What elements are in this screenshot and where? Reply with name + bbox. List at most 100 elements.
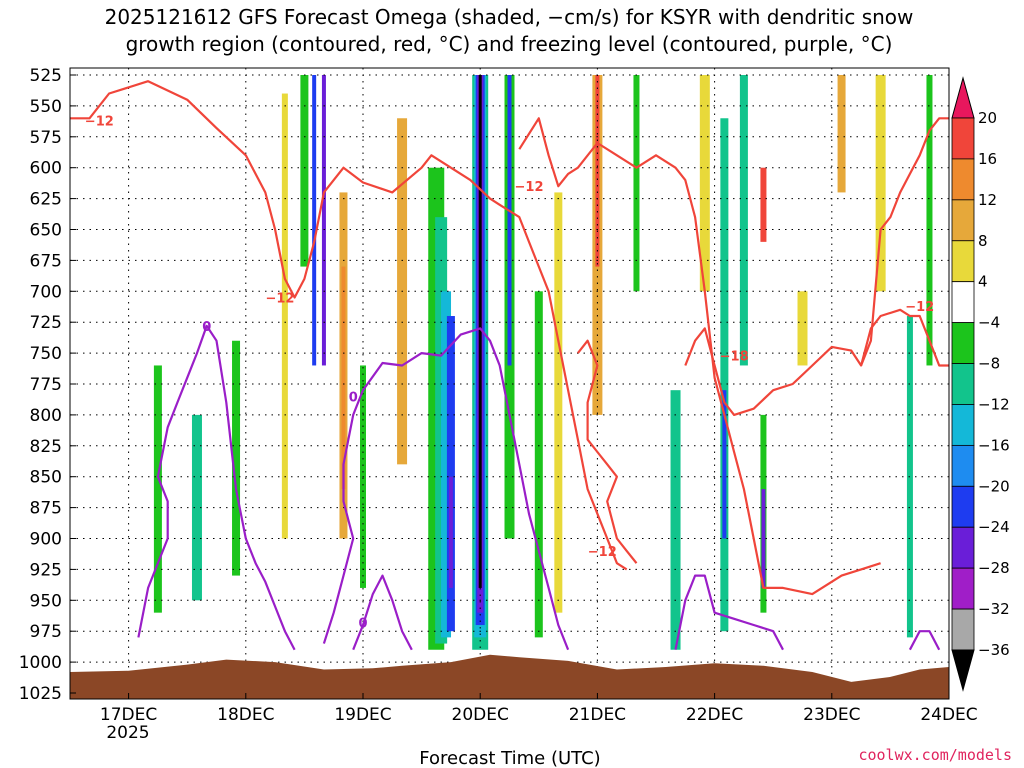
colorbar-tick-label: −8 bbox=[978, 355, 1000, 373]
y-tick-label: 925 bbox=[30, 560, 62, 580]
colorbar-tick-label: −20 bbox=[978, 477, 1010, 495]
dgz-contour-label: −18 bbox=[720, 350, 749, 365]
y-tick-label: 1000 bbox=[19, 653, 62, 673]
freezing-contour bbox=[322, 327, 570, 651]
x-tick-label: 21DEC bbox=[569, 705, 626, 725]
colorbar-tick-label: 12 bbox=[978, 191, 997, 209]
colorbar-swatch bbox=[951, 404, 975, 446]
y-tick-label: 825 bbox=[30, 437, 62, 457]
colorbar-swatch bbox=[951, 608, 975, 651]
colorbar-swatch bbox=[951, 567, 975, 610]
colorbar-tick-label: 8 bbox=[978, 232, 988, 250]
y-tick-label: 575 bbox=[30, 128, 62, 148]
omega-column bbox=[312, 75, 317, 366]
colorbar-swatch bbox=[951, 199, 975, 242]
colorbar-tick-label: −28 bbox=[978, 559, 1010, 577]
colorbar-swatch bbox=[951, 240, 975, 283]
omega-column bbox=[441, 291, 452, 638]
colorbar-tick-label: −12 bbox=[978, 395, 1010, 413]
dgz-contour-label: −12 bbox=[905, 300, 934, 315]
colorbar-swatch bbox=[951, 117, 975, 160]
x-tick-label: 17DEC bbox=[100, 705, 157, 725]
colorbar-top-arrow bbox=[951, 76, 975, 119]
dgz-contour-label: −12 bbox=[515, 180, 544, 195]
freezing-contour bbox=[908, 630, 941, 651]
freezing-contour-label: 0 bbox=[358, 617, 367, 632]
omega-column bbox=[926, 75, 933, 366]
colorbar-tick-label: 16 bbox=[978, 150, 997, 168]
omega-column bbox=[761, 489, 766, 588]
omega-column bbox=[670, 390, 681, 650]
freezing-contour-label: 0 bbox=[202, 320, 211, 335]
colorbar-tick-label: −36 bbox=[978, 641, 1010, 659]
omega-column bbox=[554, 192, 563, 613]
dgz-contour bbox=[577, 339, 638, 564]
freezing-contour bbox=[137, 324, 296, 651]
y-tick-label: 1025 bbox=[19, 684, 62, 704]
omega-column bbox=[321, 75, 326, 366]
dgz-contours: −12 −12 −12 −18 −12 −12 bbox=[70, 80, 949, 596]
omega-column bbox=[595, 75, 600, 267]
dgz-contour bbox=[684, 117, 949, 416]
y-tick-label: 700 bbox=[30, 282, 62, 302]
freezing-contour bbox=[352, 574, 413, 651]
colorbar-tick-label: 20 bbox=[978, 109, 997, 127]
colorbar: 20 16 12 8 4 −4 −8 −12 −16 −20 −24 −28 −32 −36 bbox=[951, 76, 1010, 692]
omega-column bbox=[739, 75, 748, 366]
x-tick-label: 18DEC bbox=[217, 705, 274, 725]
omega-column bbox=[153, 365, 162, 613]
x-tick-label: 24DEC bbox=[920, 705, 977, 725]
omega-column bbox=[837, 75, 846, 193]
y-tick-label: 625 bbox=[30, 190, 62, 210]
x-tick-label: 20DEC bbox=[452, 705, 509, 725]
omega-column bbox=[446, 316, 455, 632]
x-axis-year: 2025 bbox=[106, 723, 149, 743]
x-tick-label: 23DEC bbox=[803, 705, 860, 725]
omega-shading bbox=[153, 75, 933, 650]
omega-column bbox=[720, 118, 729, 632]
dgz-contour-label: −12 bbox=[85, 115, 114, 130]
omega-column bbox=[341, 266, 346, 490]
y-tick-label: 600 bbox=[30, 159, 62, 179]
y-tick-label: 725 bbox=[30, 313, 62, 333]
colorbar-swatch bbox=[951, 485, 975, 528]
colorbar-tick-label: −32 bbox=[978, 600, 1010, 618]
plot-area: −12 −12 −12 −18 −12 −12 0 0 0 bbox=[70, 68, 949, 699]
y-tick-label: 675 bbox=[30, 251, 62, 271]
omega-column bbox=[300, 75, 309, 267]
omega-column bbox=[633, 75, 640, 292]
omega-column bbox=[191, 414, 202, 601]
freezing-contour-label: 0 bbox=[349, 390, 358, 405]
omega-column bbox=[760, 167, 767, 242]
dgz-contour bbox=[518, 117, 881, 596]
x-axis: 17DEC 18DEC 19DEC 20DEC 21DEC 22DEC 23DEC 24DEC bbox=[100, 693, 978, 725]
colorbar-swatch bbox=[951, 526, 975, 569]
dgz-contour-label: −12 bbox=[588, 545, 617, 560]
grid bbox=[70, 68, 949, 699]
dgz-contour bbox=[450, 166, 628, 571]
colorbar-tick-label: 4 bbox=[978, 273, 988, 291]
y-tick-label: 975 bbox=[30, 622, 62, 642]
colorbar-swatch bbox=[951, 322, 975, 364]
freezing-level-contours: 0 0 0 bbox=[137, 320, 941, 651]
x-tick-label: 22DEC bbox=[686, 705, 743, 725]
omega-column bbox=[281, 93, 288, 539]
colorbar-swatch bbox=[951, 444, 975, 487]
dgz-contour bbox=[70, 80, 452, 299]
y-axis: 525 550 575 600 625 650 675 700 725 750 775 800 825 8… bbox=[19, 66, 76, 704]
y-tick-label: 550 bbox=[30, 97, 62, 117]
terrain-fill bbox=[70, 654, 949, 699]
x-axis-label: Forecast Time (UTC) bbox=[419, 748, 600, 768]
omega-column bbox=[797, 291, 808, 366]
credit-text: coolwx.com/models bbox=[858, 746, 1012, 764]
omega-column bbox=[507, 75, 512, 366]
y-tick-label: 800 bbox=[30, 406, 62, 426]
y-tick-label: 875 bbox=[30, 499, 62, 519]
x-tick-label: 19DEC bbox=[334, 705, 391, 725]
colorbar-swatch bbox=[951, 363, 975, 405]
omega-column bbox=[875, 75, 886, 292]
colorbar-swatch bbox=[951, 158, 975, 201]
terrain bbox=[70, 654, 949, 699]
dgz-contour bbox=[860, 308, 949, 367]
